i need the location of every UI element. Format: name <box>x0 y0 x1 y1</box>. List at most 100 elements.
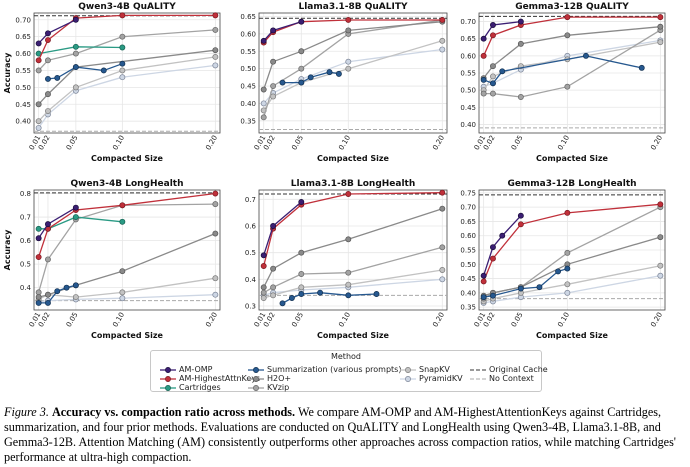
legend-label: AM-HighestAttnKeys <box>179 374 261 383</box>
series-am-highestattnkeys <box>260 189 446 269</box>
plot-frame <box>478 189 666 311</box>
data-point-summarization <box>480 76 487 83</box>
series-line-kvzip <box>483 29 661 98</box>
y-tick-label: 0.5 <box>20 261 31 269</box>
data-point-snapkv <box>45 108 51 114</box>
legend-swatch <box>400 376 416 382</box>
data-point-cartridges <box>119 218 126 225</box>
y-tick-label: 0.40 <box>460 289 476 297</box>
legend-label: SnapKV <box>419 365 450 374</box>
data-point-am-omp <box>517 18 524 25</box>
data-point-snapkv <box>212 53 219 60</box>
legend-title: Method <box>330 352 361 361</box>
y-tick-label: 0.60 <box>460 52 476 60</box>
data-point-summarization <box>54 288 61 295</box>
data-point-summarization <box>288 295 295 301</box>
data-point-summarization <box>298 291 305 297</box>
y-tick-label: 0.35 <box>240 117 256 125</box>
y-tick-label: 0.40 <box>240 100 256 108</box>
data-point-summarization <box>555 268 562 275</box>
series-am-omp <box>35 16 79 47</box>
legend-swatch-marker <box>405 376 411 382</box>
data-point-summarization <box>72 64 79 71</box>
data-point-am-highestattnkeys <box>439 17 446 23</box>
panel-qwen-quality: 0.400.450.500.550.600.650.700.010.02 0.05… <box>3 2 221 163</box>
data-point-kvzip <box>564 249 571 256</box>
data-point-kvzip <box>564 83 571 90</box>
x-tick-label: 0.20 <box>204 134 219 152</box>
data-point-summarization <box>638 64 645 71</box>
data-point-kvzip <box>345 269 352 276</box>
series-am-highestattnkeys <box>35 190 219 261</box>
y-tick-label: 0.5 <box>245 249 256 257</box>
series-snapkv <box>480 262 664 305</box>
y-tick-label: 0.65 <box>15 33 31 41</box>
data-point-am-omp <box>260 37 267 44</box>
data-point-kvzip <box>298 271 305 277</box>
x-tick-label: 0.05 <box>510 134 525 152</box>
data-point-am-omp <box>480 35 487 42</box>
x-axis-label: Compacted Size <box>91 154 163 163</box>
data-point-h2o <box>119 268 126 275</box>
plot-frame <box>33 189 221 311</box>
data-point-summarization <box>335 70 342 77</box>
series-line-snapkv <box>38 56 216 122</box>
data-point-am-omp <box>72 16 79 23</box>
caption-body: We compare AM-OMP and AM-HighestAttentio… <box>4 405 677 464</box>
x-axis-label: Compacted Size <box>536 154 608 163</box>
x-tick-label: 0.10 <box>111 311 126 329</box>
data-point-am-omp <box>298 199 305 205</box>
data-point-am-highestattnkeys <box>480 278 487 285</box>
data-point-pyramidkv <box>119 295 126 302</box>
data-point-summarization <box>317 289 324 296</box>
data-point-summarization <box>490 292 496 299</box>
data-point-am-omp <box>499 232 506 239</box>
series-line-kvzip <box>263 246 443 294</box>
series-kvzip <box>35 26 219 74</box>
data-point-cartridges <box>72 43 79 50</box>
data-point-h2o <box>45 91 51 98</box>
data-point-h2o <box>439 205 446 212</box>
legend-swatch <box>248 367 264 373</box>
series-kvzip <box>480 204 664 302</box>
series-am-highestattnkeys <box>35 12 219 64</box>
y-tick-label: 0.6 <box>20 237 32 245</box>
y-tick-label: 0.65 <box>460 218 476 226</box>
data-point-snapkv <box>490 73 496 80</box>
data-point-am-omp <box>35 235 42 242</box>
series-line-h2o <box>263 208 443 288</box>
data-point-snapkv <box>119 67 126 74</box>
series-line-cartridges <box>38 216 123 230</box>
plot-frame <box>258 12 448 134</box>
legend-swatch <box>470 378 486 380</box>
series-line-am-highestattnkeys <box>482 203 661 282</box>
data-point-am-highestattnkeys <box>480 52 487 59</box>
series-line-am-omp <box>38 19 77 44</box>
data-point-am-omp <box>260 252 267 259</box>
legend: Method AM-OMP AM-HighestAttnKeys Cartridge… <box>150 350 548 392</box>
data-point-am-highestattnkeys <box>564 14 571 21</box>
panel-gemma-quality: 0.400.450.500.550.600.650.700.010.02 0.05… <box>460 2 666 163</box>
y-tick-label: 0.40 <box>15 118 31 126</box>
series-summarization <box>35 282 79 306</box>
panel-llama-quality: 0.350.400.450.500.550.600.650.010.02 0.05… <box>240 2 448 163</box>
data-point-am-highestattnkeys <box>657 14 664 21</box>
data-point-h2o <box>657 234 664 241</box>
series-summarization <box>480 265 571 301</box>
x-axis-label: Compacted Size <box>536 331 608 340</box>
data-point-cartridges <box>119 44 126 51</box>
data-point-snapkv <box>35 118 42 125</box>
legend-label: PyramidKV <box>419 374 463 383</box>
data-point-summarization <box>345 292 352 299</box>
data-point-am-highestattnkeys <box>439 189 446 196</box>
data-point-am-omp <box>490 22 496 28</box>
series-am-highestattnkeys <box>480 14 664 59</box>
y-tick-label: 0.45 <box>460 275 476 283</box>
data-point-snapkv <box>657 262 664 269</box>
data-point-h2o <box>657 23 664 30</box>
data-point-h2o <box>564 32 571 39</box>
x-tick-label: 0.10 <box>556 134 571 152</box>
plot-frame <box>478 12 666 134</box>
x-axis-label: Compacted Size <box>317 331 389 340</box>
legend-swatch-marker <box>165 385 171 391</box>
